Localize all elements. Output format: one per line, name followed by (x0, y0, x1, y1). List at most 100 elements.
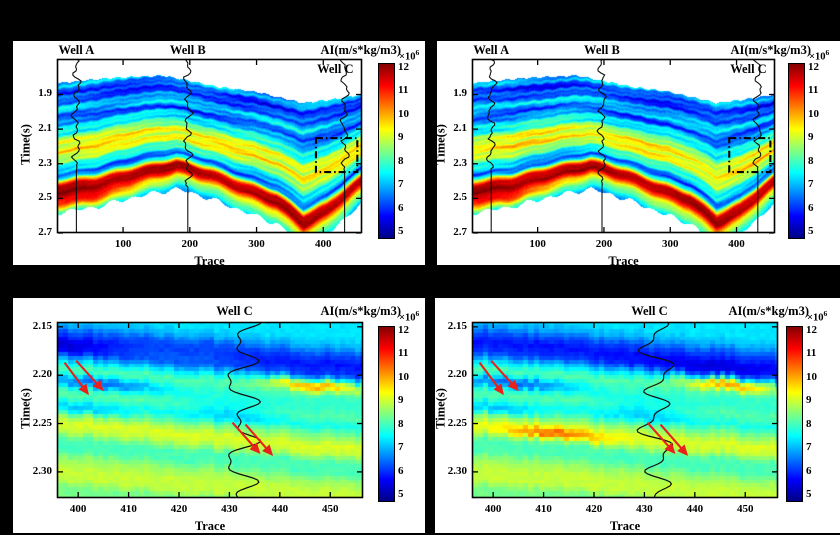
colorbar-tick-label: 11 (398, 84, 409, 97)
panel-ai-zoom-section-left: AI(m/s*kg/m3) ×106 Time(s) Trace 12 11 10 9… (13, 298, 425, 533)
y-tick-label: 2.3 (38, 156, 52, 169)
colorbar-exponent: ×106 (807, 309, 828, 324)
x-tick-label: 200 (595, 238, 613, 250)
colorbar-tick-label: 6 (806, 464, 812, 477)
colorbar-tick-label: 7 (806, 441, 812, 454)
x-tick-label: 450 (321, 503, 339, 515)
colorbar-tick-label: 10 (398, 370, 409, 383)
y-tick-label: 2.7 (453, 226, 467, 238)
y-axis-label: Time(s) (18, 388, 33, 429)
y-tick-label: 2.15 (32, 319, 52, 332)
y-tick-label: 2.1 (453, 122, 467, 135)
colorbar-tick-label: 9 (808, 131, 814, 144)
y-tick-label: 2.30 (447, 464, 467, 477)
x-tick-label: 100 (529, 238, 546, 250)
colorbar-title: AI(m/s*kg/m3) (320, 43, 401, 57)
y-axis-label: Time(s) (433, 388, 448, 429)
colorbar-exponent: ×106 (399, 309, 420, 324)
x-tick-label: 400 (484, 503, 502, 515)
colorbar-title: AI(m/s*kg/m3) (728, 304, 809, 318)
colorbar-tick-label: 6 (808, 201, 814, 214)
colorbar-tick-label: 12 (808, 60, 819, 73)
x-axis-label: Trace (609, 519, 641, 533)
colorbar-tick-label: 12 (398, 60, 409, 73)
well-label-well-c: Well C (317, 62, 354, 76)
y-tick-label: 2.15 (447, 319, 467, 332)
y-tick-label: 2.20 (32, 368, 52, 381)
y-tick-label: 2.5 (453, 191, 467, 204)
y-tick-label: 1.9 (453, 87, 467, 100)
ai-heatmap-canvas (472, 322, 778, 498)
colorbar-tick-label: 8 (806, 417, 812, 430)
colorbar-tick-label: 11 (806, 347, 817, 360)
colorbar-tick-label: 7 (398, 178, 404, 191)
well-label-well-c: Well C (730, 62, 767, 76)
y-tick-label: 2.20 (447, 368, 467, 381)
colorbar-title: AI(m/s*kg/m3) (730, 43, 811, 57)
x-tick-label: 420 (170, 503, 188, 515)
y-tick-label: 1.9 (38, 87, 52, 100)
colorbar (786, 326, 803, 502)
x-tick-label: 440 (271, 503, 289, 515)
y-tick-label: 2.25 (32, 416, 52, 429)
colorbar-title: AI(m/s*kg/m3) (320, 304, 401, 318)
x-tick-label: 430 (221, 503, 238, 515)
colorbar (378, 326, 395, 502)
x-tick-label: 440 (686, 503, 704, 515)
y-tick-label: 2.30 (32, 464, 52, 477)
x-axis-label: Trace (608, 254, 639, 268)
y-tick-label: 2.7 (38, 226, 52, 238)
colorbar-exponent: ×106 (809, 48, 830, 63)
x-tick-label: 300 (661, 238, 679, 250)
colorbar-tick-label: 11 (398, 347, 409, 360)
x-axis-label: Trace (194, 254, 225, 268)
y-tick-label: 2.5 (38, 191, 52, 204)
colorbar-tick-label: 12 (806, 323, 817, 336)
colorbar-tick-label: 9 (398, 131, 404, 144)
colorbar-tick-label: 5 (398, 488, 404, 501)
colorbar-tick-label: 11 (808, 84, 819, 97)
x-tick-label: 420 (585, 503, 603, 515)
colorbar-tick-label: 9 (398, 394, 404, 407)
well-label-well-c: Well C (216, 304, 253, 318)
well-label-well-b: Well B (169, 43, 206, 57)
panel-ai-full-section-right: AI(m/s*kg/m3) ×106 Time(s) Trace 12 11 10 9… (434, 41, 840, 268)
y-tick-label: 2.1 (38, 122, 52, 135)
y-tick-label: 2.25 (447, 416, 467, 429)
x-tick-label: 430 (636, 503, 653, 515)
colorbar-tick-label: 8 (808, 154, 814, 167)
panel-ai-zoom-section-right: AI(m/s*kg/m3) ×106 Time(s) Trace 12 11 10 9… (433, 298, 840, 533)
well-label-well-c: Well C (631, 304, 668, 318)
x-tick-label: 410 (120, 503, 137, 515)
ai-heatmap-canvas (472, 59, 775, 233)
well-label-well-b: Well B (584, 43, 620, 57)
x-tick-label: 400 (728, 238, 745, 250)
colorbar-tick-label: 5 (806, 488, 812, 501)
x-axis-label: Trace (194, 519, 226, 533)
colorbar (788, 63, 805, 239)
x-tick-label: 300 (248, 238, 265, 250)
colorbar-tick-label: 8 (398, 154, 404, 167)
well-label-well-a: Well A (473, 43, 510, 57)
x-tick-label: 450 (736, 503, 754, 515)
x-tick-label: 400 (69, 503, 87, 515)
colorbar-exponent: ×106 (399, 48, 420, 63)
colorbar-tick-label: 5 (808, 225, 814, 238)
colorbar-tick-label: 10 (808, 107, 819, 120)
colorbar-tick-label: 7 (398, 441, 404, 454)
x-tick-label: 200 (181, 238, 199, 250)
colorbar-tick-label: 10 (806, 370, 817, 383)
colorbar-tick-label: 6 (398, 201, 404, 214)
colorbar-tick-label: 6 (398, 464, 404, 477)
colorbar-tick-label: 8 (398, 417, 404, 430)
ai-heatmap-canvas (57, 59, 362, 233)
colorbar-tick-label: 7 (808, 178, 814, 191)
panel-ai-full-section-left: AI(m/s*kg/m3) ×106 Time(s) Trace 12 11 10 9… (13, 41, 425, 268)
ai-heatmap-canvas (57, 322, 363, 498)
well-label-well-a: Well A (58, 43, 95, 57)
x-tick-label: 400 (315, 238, 332, 250)
colorbar-tick-label: 10 (398, 107, 409, 120)
colorbar-tick-label: 12 (398, 323, 409, 336)
x-tick-label: 410 (535, 503, 552, 515)
